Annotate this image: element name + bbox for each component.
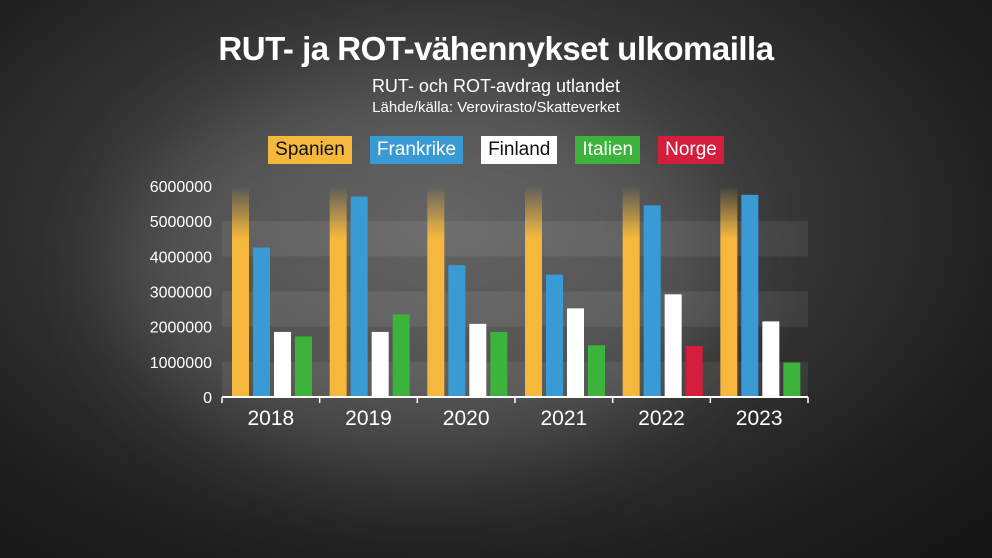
y-tick-label: 2000000 xyxy=(150,320,212,337)
bar-finland-2021 xyxy=(567,308,584,397)
y-tick-label: 0 xyxy=(203,390,212,407)
bar-norge-2022 xyxy=(685,346,703,397)
legend-item-finland: Finland xyxy=(481,136,558,164)
bar-italien-2021 xyxy=(588,345,605,397)
legend-item-norge: Norge xyxy=(658,136,724,164)
legend-item-spanien: Spanien xyxy=(268,136,352,164)
bar-spanien-2020 xyxy=(427,186,445,397)
x-tick-label: 2018 xyxy=(247,407,294,430)
bar-finland-2019 xyxy=(371,331,389,397)
x-tick-label: 2021 xyxy=(540,407,587,430)
bar-frankrike-2022 xyxy=(643,205,661,397)
y-tick-label: 6000000 xyxy=(150,179,212,196)
bar-spanien-2022 xyxy=(622,186,640,397)
y-tick-label: 1000000 xyxy=(150,355,212,372)
bar-frankrike-2020 xyxy=(448,265,466,397)
bar-italien-2020 xyxy=(490,331,508,397)
legend: Spanien Frankrike Finland Italien Norge xyxy=(0,136,992,164)
bar-finland-2020 xyxy=(469,323,487,397)
bar-spanien-2023 xyxy=(720,186,738,397)
x-tick-label: 2022 xyxy=(638,407,685,430)
chart-subtitle: RUT- och ROT-avdrag utlandet xyxy=(371,76,621,96)
bar-finland-2022 xyxy=(664,294,682,397)
bar-spanien-2018 xyxy=(232,186,249,397)
bar-frankrike-2021 xyxy=(546,274,563,397)
x-tick-label: 2023 xyxy=(736,407,783,430)
grid-band xyxy=(222,361,808,397)
y-tick-label: 4000000 xyxy=(150,249,212,266)
bar-italien-2023 xyxy=(783,362,801,397)
y-tick-label: 3000000 xyxy=(150,285,212,302)
bar-frankrike-2023 xyxy=(741,194,759,397)
bar-frankrike-2019 xyxy=(350,196,368,397)
bar-italien-2018 xyxy=(295,336,312,397)
x-tick-label: 2020 xyxy=(443,407,490,430)
bar-finland-2023 xyxy=(762,321,780,397)
chart-source: Lähde/källa: Verovirasto/Skatteverket xyxy=(372,99,620,116)
legend-item-italien: Italien xyxy=(575,136,641,164)
grid-band xyxy=(222,221,808,257)
bar-spanien-2019 xyxy=(329,186,347,397)
bar-italien-2019 xyxy=(392,314,410,397)
grid-band xyxy=(222,291,808,327)
y-tick-label: 5000000 xyxy=(150,214,212,231)
x-tick-label: 2019 xyxy=(345,407,392,430)
bar-spanien-2021 xyxy=(525,186,542,397)
chart-title: RUT- ja ROT-vähennykset ulkomailla xyxy=(218,30,774,67)
legend-item-frankrike: Frankrike xyxy=(369,136,464,164)
bar-finland-2018 xyxy=(274,331,291,397)
bar-frankrike-2018 xyxy=(253,247,270,397)
